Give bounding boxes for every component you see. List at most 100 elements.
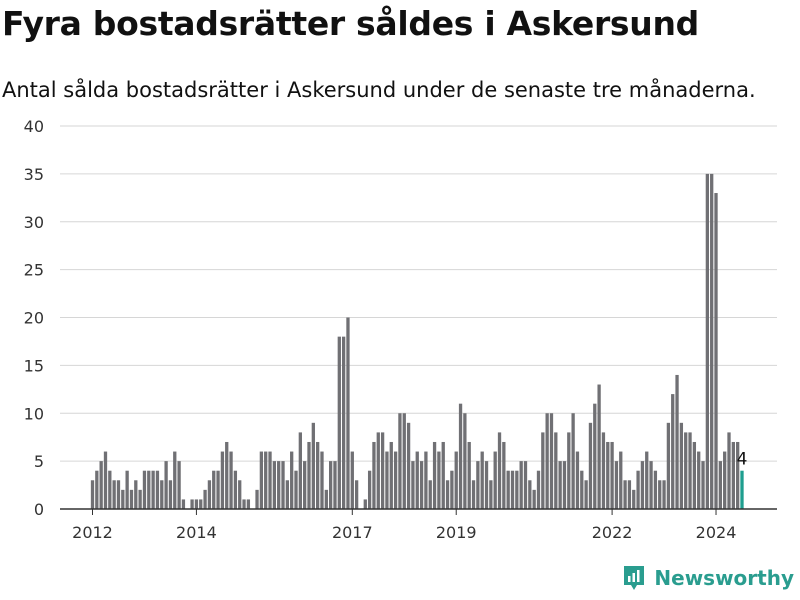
bar [272, 461, 277, 509]
gridlines [60, 125, 777, 462]
bar [138, 489, 142, 509]
bar [333, 461, 337, 509]
bar [528, 480, 532, 509]
bar [636, 470, 640, 509]
bar [194, 499, 199, 509]
bar [484, 461, 489, 509]
bar [307, 441, 311, 509]
bar [290, 451, 294, 509]
bar [95, 470, 99, 509]
bar [112, 480, 116, 509]
bar [376, 432, 380, 509]
y-tick-label: 0 [34, 500, 44, 519]
bar [653, 470, 658, 509]
bar [177, 461, 181, 509]
bar [623, 480, 627, 509]
bar [134, 480, 138, 509]
bar [727, 432, 731, 509]
y-tick-label: 30 [24, 213, 44, 232]
bar [203, 489, 207, 509]
bar [398, 413, 402, 509]
bar [614, 461, 619, 509]
bar [168, 480, 173, 509]
bar [350, 451, 354, 509]
bar [675, 374, 679, 509]
bar [324, 489, 328, 509]
bar [242, 499, 246, 509]
bar [354, 480, 359, 509]
bar [415, 451, 419, 509]
bar [255, 489, 259, 509]
bar [489, 480, 493, 509]
bar [238, 480, 242, 509]
y-tick-label: 40 [24, 117, 44, 136]
bar [458, 403, 463, 509]
bar [160, 480, 164, 509]
bar [593, 403, 597, 509]
bar [649, 461, 653, 509]
bar [225, 441, 229, 509]
bar [147, 470, 151, 509]
y-tick-label: 15 [24, 356, 44, 375]
bar [606, 441, 610, 509]
bar [125, 470, 129, 509]
bar [285, 480, 289, 509]
bar [229, 451, 233, 509]
bar [627, 480, 632, 509]
bar [441, 441, 445, 509]
chart-subtitle: Antal sålda bostadsrätter i Askersund un… [2, 78, 756, 102]
bar [199, 499, 203, 509]
bar [714, 193, 718, 509]
bar [554, 432, 558, 509]
bar [268, 451, 272, 509]
bar [480, 451, 484, 509]
bar [445, 480, 450, 509]
bar [610, 441, 614, 509]
bar [597, 384, 601, 509]
bar [671, 394, 675, 509]
bar [173, 451, 177, 509]
bar [432, 441, 437, 509]
bar [575, 451, 580, 509]
bar [632, 489, 636, 509]
bar [99, 461, 103, 509]
bar [679, 422, 684, 509]
bar [220, 451, 225, 509]
bar [108, 470, 112, 509]
bar [701, 461, 705, 509]
bar [385, 451, 389, 509]
bar [424, 451, 428, 509]
bar [216, 470, 220, 509]
bar [129, 489, 134, 509]
bar [502, 441, 506, 509]
bar [103, 451, 108, 509]
bar [506, 470, 510, 509]
bar [523, 461, 528, 509]
newsworthy-brand: Newsworthy [622, 564, 794, 592]
bar [497, 432, 502, 509]
bar [619, 451, 623, 509]
bar [450, 470, 454, 509]
bar [532, 489, 536, 509]
bar [515, 470, 519, 509]
y-tick-label: 5 [34, 452, 44, 471]
bar [264, 451, 268, 509]
bar [363, 499, 367, 509]
bar [666, 422, 671, 509]
bar [303, 461, 307, 509]
bar [346, 317, 350, 509]
bar [320, 451, 324, 509]
bar [181, 499, 186, 509]
bar [588, 422, 593, 509]
bar [259, 451, 264, 509]
bar [372, 441, 376, 509]
bar [116, 480, 121, 509]
bar [584, 480, 588, 509]
bar [281, 461, 285, 509]
bar [688, 432, 692, 509]
bar [567, 432, 571, 509]
bar [246, 499, 251, 509]
bar [510, 470, 515, 509]
bar [536, 470, 541, 509]
